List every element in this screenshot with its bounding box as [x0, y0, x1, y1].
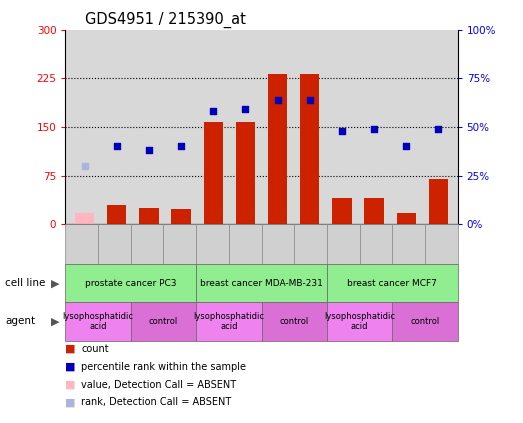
Text: ▶: ▶ [51, 278, 59, 288]
Text: count: count [81, 344, 109, 354]
Text: control: control [280, 317, 309, 326]
Point [274, 96, 282, 103]
Bar [203, 122, 223, 224]
Text: control: control [149, 317, 178, 326]
Text: cell line: cell line [5, 278, 46, 288]
Text: percentile rank within the sample: percentile rank within the sample [81, 362, 246, 372]
Text: ■: ■ [65, 379, 76, 390]
Point [81, 162, 89, 169]
Text: control: control [411, 317, 439, 326]
Point [177, 143, 185, 150]
Point [338, 127, 346, 134]
Bar [429, 179, 448, 224]
Bar [396, 212, 416, 224]
Point [305, 96, 314, 103]
Point [434, 126, 442, 132]
Bar [268, 74, 287, 224]
Text: lysophosphatidic
acid: lysophosphatidic acid [324, 312, 395, 331]
Point [112, 143, 121, 150]
Point [209, 108, 218, 115]
Point [402, 143, 411, 150]
Text: prostate cancer PC3: prostate cancer PC3 [85, 279, 176, 288]
Text: lysophosphatidic
acid: lysophosphatidic acid [63, 312, 133, 331]
Bar [107, 205, 127, 224]
Text: rank, Detection Call = ABSENT: rank, Detection Call = ABSENT [81, 397, 231, 407]
Bar [139, 208, 158, 224]
Text: ■: ■ [65, 344, 76, 354]
Bar [332, 198, 351, 224]
Text: value, Detection Call = ABSENT: value, Detection Call = ABSENT [81, 379, 236, 390]
Point [145, 147, 153, 154]
Text: breast cancer MCF7: breast cancer MCF7 [347, 279, 437, 288]
Bar [75, 212, 94, 224]
Text: ■: ■ [65, 397, 76, 407]
Bar [172, 209, 191, 224]
Point [241, 106, 249, 113]
Text: agent: agent [5, 316, 36, 327]
Text: lysophosphatidic
acid: lysophosphatidic acid [194, 312, 264, 331]
Bar [236, 122, 255, 224]
Bar [365, 198, 384, 224]
Text: ■: ■ [65, 362, 76, 372]
Text: GDS4951 / 215390_at: GDS4951 / 215390_at [85, 12, 246, 28]
Text: breast cancer MDA-MB-231: breast cancer MDA-MB-231 [200, 279, 323, 288]
Point [370, 126, 378, 132]
Text: ▶: ▶ [51, 316, 59, 327]
Bar [300, 74, 320, 224]
